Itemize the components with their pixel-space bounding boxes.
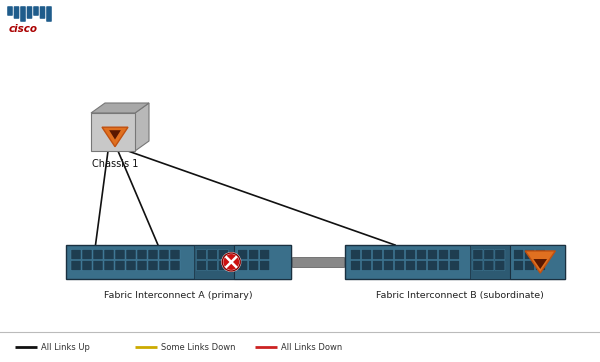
FancyBboxPatch shape bbox=[238, 261, 248, 270]
FancyBboxPatch shape bbox=[93, 249, 103, 260]
Text: Chassis 1: Chassis 1 bbox=[92, 159, 138, 169]
FancyBboxPatch shape bbox=[449, 261, 460, 270]
FancyBboxPatch shape bbox=[46, 6, 52, 22]
FancyBboxPatch shape bbox=[207, 249, 217, 260]
FancyBboxPatch shape bbox=[473, 261, 483, 270]
Circle shape bbox=[222, 253, 240, 271]
Polygon shape bbox=[525, 251, 556, 273]
FancyBboxPatch shape bbox=[536, 261, 545, 270]
Polygon shape bbox=[91, 103, 149, 113]
Text: All Links Up: All Links Up bbox=[41, 342, 90, 352]
FancyBboxPatch shape bbox=[126, 249, 136, 260]
FancyBboxPatch shape bbox=[126, 261, 136, 270]
FancyBboxPatch shape bbox=[406, 249, 415, 260]
FancyBboxPatch shape bbox=[350, 261, 361, 270]
Polygon shape bbox=[533, 259, 547, 269]
FancyBboxPatch shape bbox=[416, 249, 427, 260]
FancyBboxPatch shape bbox=[159, 249, 169, 260]
FancyBboxPatch shape bbox=[194, 245, 234, 279]
FancyBboxPatch shape bbox=[115, 261, 125, 270]
FancyBboxPatch shape bbox=[65, 245, 290, 279]
Text: Fabric Interconnect B (subordinate): Fabric Interconnect B (subordinate) bbox=[376, 291, 544, 300]
FancyBboxPatch shape bbox=[439, 249, 449, 260]
FancyBboxPatch shape bbox=[536, 249, 545, 260]
FancyBboxPatch shape bbox=[395, 249, 404, 260]
FancyBboxPatch shape bbox=[40, 6, 46, 19]
Polygon shape bbox=[102, 127, 128, 147]
FancyBboxPatch shape bbox=[427, 249, 437, 260]
FancyBboxPatch shape bbox=[218, 249, 228, 260]
FancyBboxPatch shape bbox=[91, 113, 135, 151]
FancyBboxPatch shape bbox=[484, 249, 494, 260]
FancyBboxPatch shape bbox=[249, 261, 259, 270]
FancyBboxPatch shape bbox=[115, 249, 125, 260]
FancyBboxPatch shape bbox=[137, 261, 147, 270]
FancyBboxPatch shape bbox=[170, 249, 180, 260]
FancyBboxPatch shape bbox=[93, 261, 103, 270]
Text: Fabric Interconnect A (primary): Fabric Interconnect A (primary) bbox=[104, 291, 253, 300]
FancyBboxPatch shape bbox=[33, 6, 39, 16]
FancyBboxPatch shape bbox=[260, 261, 270, 270]
FancyBboxPatch shape bbox=[7, 6, 13, 16]
FancyBboxPatch shape bbox=[71, 261, 81, 270]
FancyBboxPatch shape bbox=[473, 249, 483, 260]
FancyBboxPatch shape bbox=[373, 261, 383, 270]
FancyBboxPatch shape bbox=[159, 261, 169, 270]
FancyBboxPatch shape bbox=[373, 249, 383, 260]
FancyBboxPatch shape bbox=[495, 249, 505, 260]
FancyBboxPatch shape bbox=[148, 261, 158, 270]
FancyBboxPatch shape bbox=[383, 249, 394, 260]
FancyBboxPatch shape bbox=[361, 249, 371, 260]
FancyBboxPatch shape bbox=[514, 261, 523, 270]
FancyBboxPatch shape bbox=[148, 249, 158, 260]
FancyBboxPatch shape bbox=[234, 245, 290, 279]
FancyBboxPatch shape bbox=[196, 249, 206, 260]
FancyBboxPatch shape bbox=[71, 249, 81, 260]
FancyBboxPatch shape bbox=[104, 249, 114, 260]
FancyBboxPatch shape bbox=[82, 249, 92, 260]
FancyBboxPatch shape bbox=[524, 261, 535, 270]
FancyBboxPatch shape bbox=[495, 261, 505, 270]
FancyBboxPatch shape bbox=[350, 249, 361, 260]
FancyBboxPatch shape bbox=[20, 6, 26, 22]
FancyBboxPatch shape bbox=[361, 261, 371, 270]
FancyBboxPatch shape bbox=[196, 261, 206, 270]
FancyBboxPatch shape bbox=[137, 249, 147, 260]
FancyBboxPatch shape bbox=[470, 245, 510, 279]
FancyBboxPatch shape bbox=[395, 261, 404, 270]
FancyBboxPatch shape bbox=[82, 261, 92, 270]
FancyBboxPatch shape bbox=[416, 261, 427, 270]
FancyBboxPatch shape bbox=[510, 245, 565, 279]
FancyBboxPatch shape bbox=[218, 261, 228, 270]
FancyBboxPatch shape bbox=[207, 261, 217, 270]
FancyBboxPatch shape bbox=[524, 249, 535, 260]
FancyBboxPatch shape bbox=[104, 261, 114, 270]
FancyBboxPatch shape bbox=[484, 261, 494, 270]
FancyBboxPatch shape bbox=[514, 249, 523, 260]
FancyBboxPatch shape bbox=[238, 249, 248, 260]
FancyBboxPatch shape bbox=[449, 249, 460, 260]
Polygon shape bbox=[135, 103, 149, 151]
FancyBboxPatch shape bbox=[14, 6, 19, 19]
Text: Some Links Down: Some Links Down bbox=[161, 342, 235, 352]
FancyBboxPatch shape bbox=[170, 261, 180, 270]
FancyBboxPatch shape bbox=[406, 261, 415, 270]
FancyBboxPatch shape bbox=[27, 6, 32, 19]
FancyBboxPatch shape bbox=[427, 261, 437, 270]
Text: All Links Down: All Links Down bbox=[281, 342, 342, 352]
FancyBboxPatch shape bbox=[383, 261, 394, 270]
Polygon shape bbox=[109, 130, 121, 139]
FancyBboxPatch shape bbox=[439, 261, 449, 270]
FancyBboxPatch shape bbox=[249, 249, 259, 260]
FancyBboxPatch shape bbox=[345, 245, 565, 279]
FancyBboxPatch shape bbox=[292, 257, 344, 267]
Text: cisco: cisco bbox=[9, 24, 38, 34]
FancyBboxPatch shape bbox=[260, 249, 270, 260]
